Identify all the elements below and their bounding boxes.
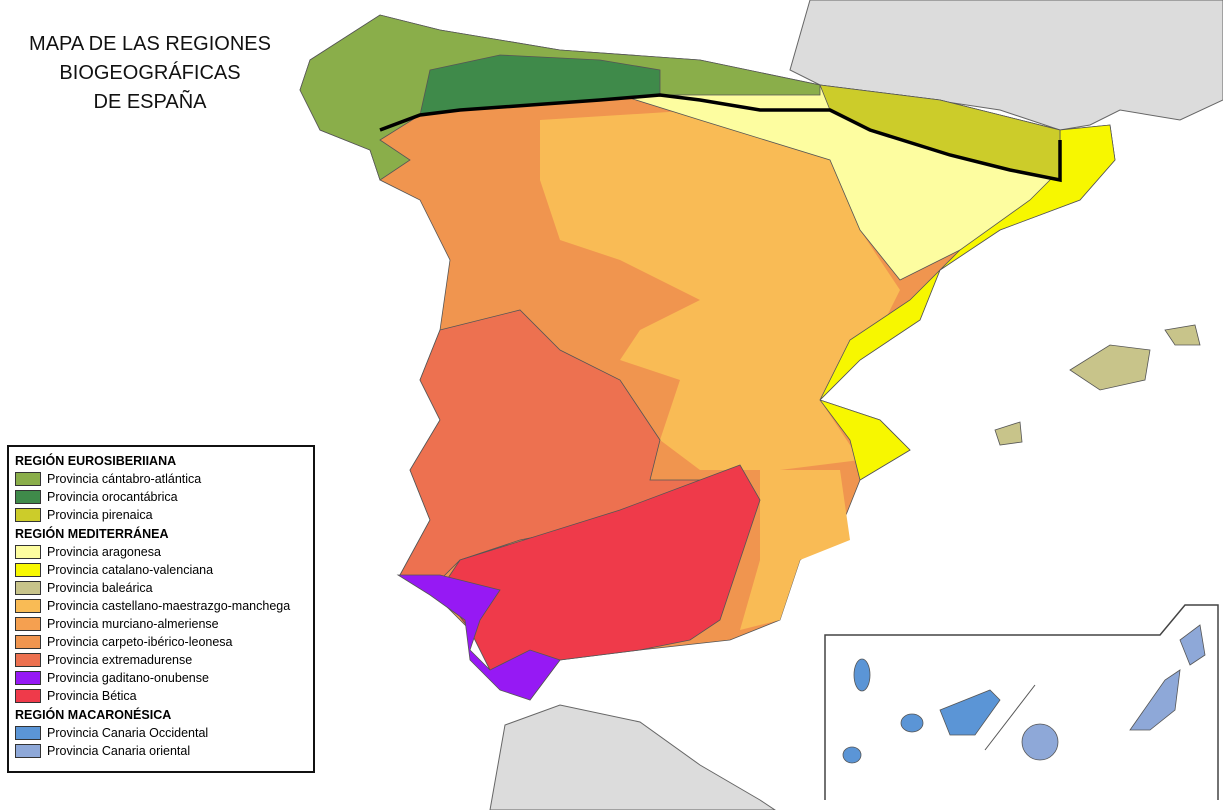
legend-item: Provincia pirenaica (15, 506, 307, 524)
legend-label: Provincia aragonesa (47, 545, 161, 559)
legend-item: Provincia catalano-valenciana (15, 561, 307, 579)
legend-swatch (15, 617, 41, 631)
legend-item: Provincia aragonesa (15, 543, 307, 561)
legend-swatch (15, 635, 41, 649)
legend-label: Provincia orocantábrica (47, 490, 178, 504)
legend-label: Provincia catalano-valenciana (47, 563, 214, 577)
legend-swatch (15, 563, 41, 577)
legend-swatch (15, 689, 41, 703)
legend-group: REGIÓN MEDITERRÁNEA (15, 527, 169, 541)
legend-item: Provincia cántabro-atlántica (15, 470, 307, 488)
legend-swatch (15, 744, 41, 758)
legend-label: Provincia baleárica (47, 581, 153, 595)
title-line: BIOGEOGRÁFICAS (59, 62, 241, 84)
legend-label: Provincia Canaria Occidental (47, 726, 209, 740)
legend-swatch (15, 726, 41, 740)
legend-swatch (15, 581, 41, 595)
title-line: MAPA DE LAS REGIONES (29, 33, 271, 55)
legend-label: Provincia Bética (47, 689, 137, 703)
legend-label: Provincia carpeto-ibérico-leonesa (47, 635, 233, 649)
legend-swatch (15, 490, 41, 504)
map-title: MAPA DE LAS REGIONES BIOGEOGRÁFICAS DE ESP… (10, 30, 290, 117)
legend-swatch (15, 599, 41, 613)
legend-swatch (15, 671, 41, 685)
legend-label: Provincia pirenaica (47, 508, 153, 522)
legend-swatch (15, 545, 41, 559)
legend-item: Provincia murciano-almeriense (15, 615, 307, 633)
legend-item: Provincia Canaria oriental (15, 742, 307, 760)
legend-item: Provincia Bética (15, 687, 307, 705)
spain-regions (299, 14, 1201, 701)
legend-item: Provincia extremadurense (15, 651, 307, 669)
legend-group: REGIÓN MACARONÉSICA (15, 708, 172, 722)
legend-group: REGIÓN EUROSIBERIIANA (15, 454, 177, 468)
legend-label: Provincia cántabro-atlántica (47, 472, 202, 486)
title-line: DE ESPAÑA (93, 91, 207, 113)
legend-label: Provincia castellano-maestrazgo-manchega (47, 599, 291, 613)
legend-item: Provincia carpeto-ibérico-leonesa (15, 633, 307, 651)
legend-swatch (15, 508, 41, 522)
canarias-inset (824, 604, 1219, 800)
legend-label: Provincia extremadurense (47, 653, 193, 667)
legend: REGIÓN EUROSIBERIIANA Provincia cántabro-… (7, 445, 315, 773)
legend-label: Provincia Canaria oriental (47, 744, 191, 758)
legend-swatch (15, 653, 41, 667)
legend-item: Provincia orocantábrica (15, 488, 307, 506)
legend-item: Provincia Canaria Occidental (15, 724, 307, 742)
legend-label: Provincia gaditano-onubense (47, 671, 209, 685)
legend-swatch (15, 472, 41, 486)
legend-item: Provincia baleárica (15, 579, 307, 597)
legend-label: Provincia murciano-almeriense (47, 617, 219, 631)
legend-item: Provincia castellano-maestrazgo-manchega (15, 597, 307, 615)
legend-item: Provincia gaditano-onubense (15, 669, 307, 687)
